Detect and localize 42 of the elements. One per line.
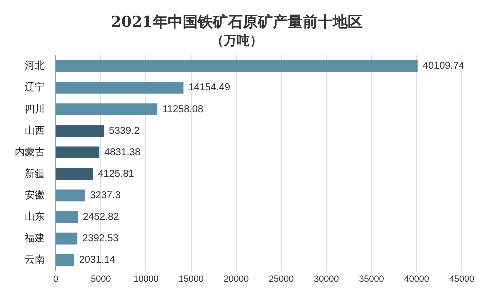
data-label: 2392.53 — [82, 234, 120, 245]
chart-subtitle: （万吨） — [211, 34, 263, 50]
y-tick-label: 安徽 — [25, 189, 45, 202]
y-tick-label: 山东 — [25, 211, 45, 224]
y-tick-label: 四川 — [25, 103, 45, 116]
bar — [56, 190, 86, 202]
x-tick-label: 30000 — [314, 274, 340, 284]
x-tick-label: 20000 — [224, 274, 249, 284]
x-tick-label: 40000 — [404, 274, 430, 284]
chart-title: 2021年中国铁矿石原矿产量前十地区 — [111, 12, 363, 31]
data-label: 11258.08 — [162, 104, 204, 116]
y-tick-label: 云南 — [25, 254, 45, 266]
data-label: 2452.82 — [83, 212, 120, 224]
bar — [56, 125, 104, 137]
x-tick-label: 25000 — [269, 274, 294, 284]
x-tick-label: 35000 — [359, 274, 384, 284]
x-tick-label: 0 — [53, 274, 59, 284]
bar — [56, 232, 78, 245]
y-tick-label: 山西 — [25, 124, 45, 137]
bar — [56, 60, 418, 72]
data-label: 4125.81 — [98, 168, 135, 180]
y-tick-label: 辽宁 — [25, 82, 45, 94]
x-tick-label: 5000 — [91, 274, 112, 284]
data-label: 4831.38 — [104, 147, 142, 158]
x-tick-label: 10000 — [134, 274, 159, 284]
bar — [56, 254, 74, 266]
y-tick-label: 内蒙古 — [15, 146, 45, 158]
data-label: 5339.2 — [109, 126, 140, 137]
data-label: 40109.74 — [422, 61, 466, 72]
data-label: 2031.14 — [79, 255, 116, 266]
y-tick-label: 新疆 — [25, 168, 45, 180]
y-tick-label: 河北 — [25, 60, 45, 72]
bar — [56, 211, 78, 224]
x-tick-label: 45000 — [449, 274, 475, 284]
data-label: 14154.49 — [188, 82, 231, 94]
bar — [56, 146, 100, 159]
y-tick-label: 福建 — [25, 232, 45, 245]
bar — [56, 82, 184, 94]
data-label: 3237.3 — [90, 190, 122, 202]
bar — [56, 168, 94, 180]
bar — [56, 104, 158, 116]
x-tick-label: 15000 — [178, 274, 204, 284]
